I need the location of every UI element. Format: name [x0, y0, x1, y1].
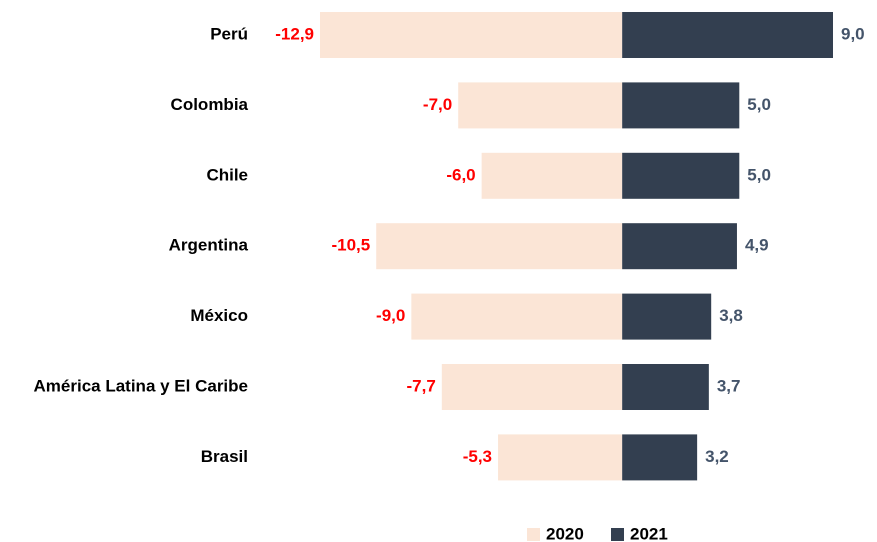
value-label: 3,7 — [717, 376, 741, 395]
bar — [622, 152, 740, 199]
bar — [458, 82, 623, 129]
value-label: -6,0 — [446, 165, 475, 184]
category-label: Colombia — [171, 95, 249, 114]
value-label: -9,0 — [376, 306, 405, 325]
legend-label: 2021 — [630, 524, 668, 542]
category-label: Brasil — [201, 447, 248, 466]
value-label: 5,0 — [747, 165, 771, 184]
category-label: México — [190, 306, 248, 325]
value-label: -12,9 — [275, 24, 314, 43]
legend-label: 2020 — [546, 524, 584, 542]
value-label: 5,0 — [747, 95, 771, 114]
bar — [411, 293, 623, 340]
bar — [622, 434, 698, 481]
value-label: -7,0 — [423, 95, 452, 114]
bar — [622, 12, 833, 58]
value-label: -10,5 — [331, 236, 370, 255]
bar — [320, 12, 623, 58]
bar — [376, 223, 623, 270]
bar — [441, 364, 623, 410]
value-label: 3,8 — [719, 306, 743, 325]
category-label: Argentina — [169, 236, 249, 255]
bar — [622, 364, 709, 410]
value-label: 3,2 — [705, 447, 729, 466]
value-label: 9,0 — [841, 24, 865, 43]
category-label: América Latina y El Caribe — [34, 376, 248, 395]
legend-swatch — [527, 528, 540, 541]
value-label: 4,9 — [745, 236, 769, 255]
bar — [498, 434, 623, 481]
bar — [481, 152, 623, 199]
legend-swatch — [611, 528, 624, 541]
category-label: Chile — [206, 165, 248, 184]
value-label: -5,3 — [463, 447, 492, 466]
bar — [622, 82, 740, 129]
category-label: Perú — [210, 24, 248, 43]
value-label: -7,7 — [407, 376, 436, 395]
bar — [622, 223, 737, 270]
bar — [622, 293, 712, 340]
